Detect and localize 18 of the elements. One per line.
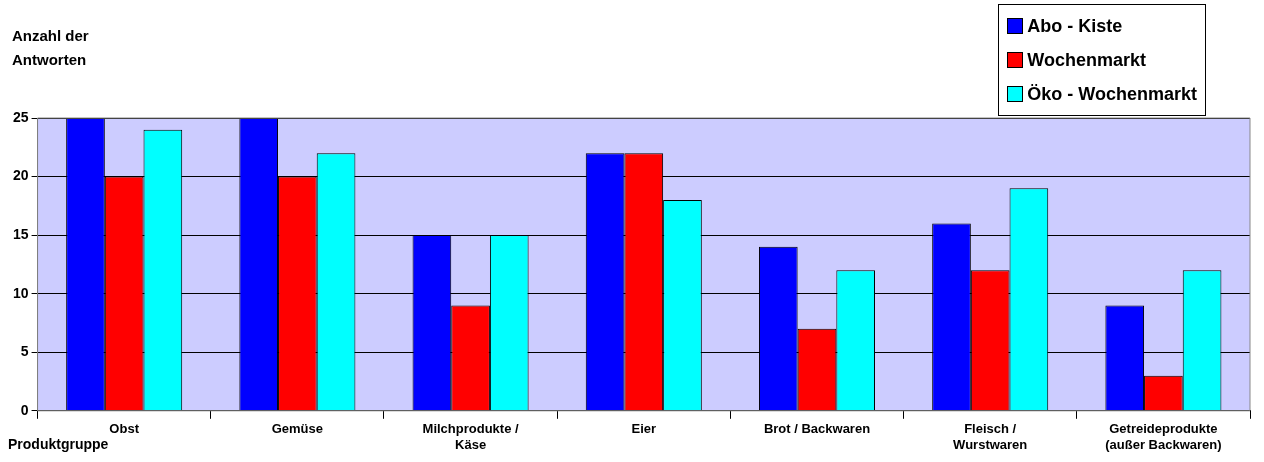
y-tick-label: 20 [12,167,29,184]
x-tick-label: Getreideprodukte (außer Backwaren) [1105,421,1222,452]
x-tick-label: Brot / Backwaren [763,421,871,437]
x-tick-label: Fleisch / Wurstwaren [953,421,1028,452]
y-tick-label: 25 [12,108,29,125]
legend-label: Abo - Kiste [1027,15,1123,37]
legend-label: Öko - Wochenmarkt [1027,83,1197,105]
x-axis-title: Produktgruppe [8,436,109,452]
x-tick-label: Milchprodukte / Käse [422,421,519,452]
x-tick-label: Obst [109,421,140,437]
y-tick-label: 10 [12,284,29,301]
y-axis-title: Anzahl der Antworten [12,26,90,70]
y-tick-label: 0 [20,401,29,418]
y-tick-label: 15 [12,225,29,242]
x-tick-label: Eier [631,421,657,437]
legend-label: Wochenmarkt [1027,49,1146,71]
y-tick-label: 5 [20,343,29,360]
x-tick-label: Gemüse [271,421,324,437]
